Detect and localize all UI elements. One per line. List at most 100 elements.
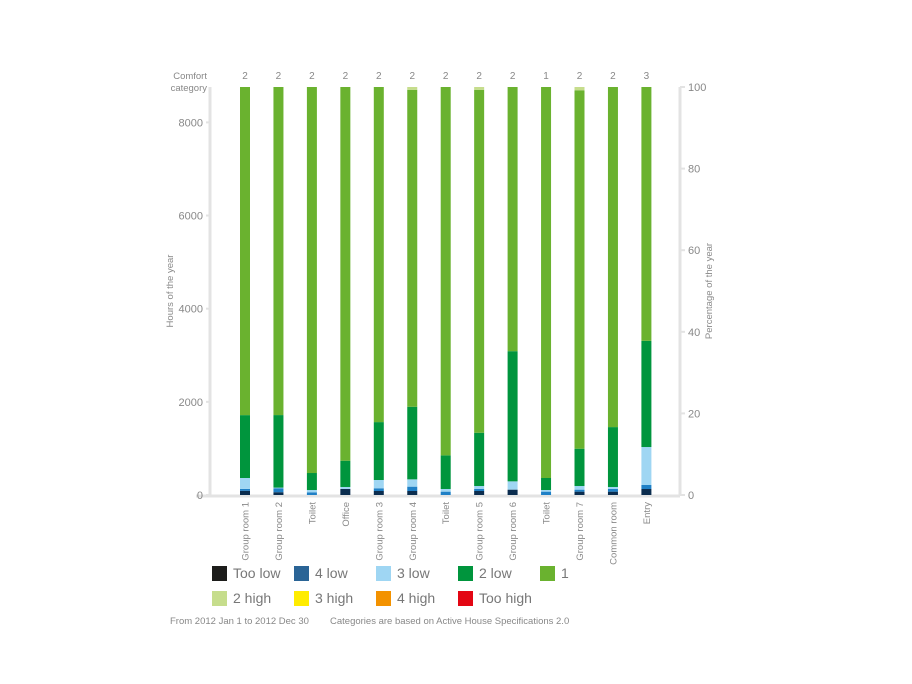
bar-segment-2-low bbox=[607, 427, 618, 487]
bar-segment-3-low bbox=[541, 490, 552, 492]
bar-segment-3-low bbox=[641, 447, 652, 485]
bar-segment-3-low bbox=[507, 481, 518, 490]
bar-segment-1 bbox=[574, 90, 585, 449]
legend-item: 1 bbox=[540, 565, 569, 581]
comfort-category-value: 2 bbox=[309, 71, 315, 82]
legend-label: Too high bbox=[479, 590, 532, 606]
bar-segment-2-high bbox=[574, 87, 585, 91]
bar-segment-3-low bbox=[306, 490, 317, 493]
y-tick-label: 4000 bbox=[179, 304, 203, 316]
bar-segment-too-low bbox=[507, 489, 518, 495]
legend-label: 3 low bbox=[397, 565, 430, 581]
legend-swatch bbox=[212, 565, 227, 581]
x-tick-label: Group room 3 bbox=[374, 502, 385, 561]
legend-swatch bbox=[540, 565, 555, 581]
comfort-category-value: 2 bbox=[343, 71, 349, 82]
bar-segment-too-low bbox=[373, 490, 384, 495]
x-tick-label: Group room 7 bbox=[575, 502, 586, 561]
x-tick-label: Group room 5 bbox=[475, 502, 486, 561]
y-tick-label: 6000 bbox=[179, 211, 203, 223]
y-axis-label: Hours of the year bbox=[165, 255, 176, 328]
bar-segment-too-low bbox=[407, 490, 418, 495]
comfort-category-value: 2 bbox=[510, 71, 516, 82]
legend-swatch bbox=[294, 565, 309, 581]
x-tick-label: Common room bbox=[608, 502, 619, 565]
x-tick-label: Entry bbox=[642, 502, 653, 524]
bar-segment-too-low bbox=[340, 488, 351, 495]
bar-segment-too-low bbox=[474, 490, 485, 495]
legend-item: 2 low bbox=[458, 565, 512, 581]
bar-segment-4-low bbox=[440, 491, 451, 495]
bar-segment-1 bbox=[607, 87, 618, 428]
legend-swatch bbox=[212, 590, 227, 606]
bar-segment-2-low bbox=[641, 340, 652, 448]
legend-item: 3 high bbox=[294, 590, 353, 606]
legend-label: 3 high bbox=[315, 590, 354, 606]
x-tick-label: Group room 4 bbox=[408, 502, 419, 561]
bar-segment-1 bbox=[240, 87, 250, 416]
y-tick-label: 8000 bbox=[179, 117, 203, 129]
comfort-category-value: 2 bbox=[276, 71, 282, 82]
legend-item: Too low bbox=[212, 565, 280, 581]
bar-segment-2-low bbox=[340, 460, 351, 487]
bar-segment-3-low bbox=[407, 479, 418, 487]
bar-segment-too-low bbox=[641, 488, 652, 495]
bar-segment-3-low bbox=[340, 486, 351, 489]
bar-segment-2-low bbox=[541, 478, 552, 491]
bar-segment-4-low bbox=[607, 488, 618, 492]
bar-segment-3-low bbox=[574, 486, 585, 490]
legend-swatch bbox=[376, 565, 391, 581]
legend-item: 2 high bbox=[212, 590, 271, 606]
bar-segment-1 bbox=[474, 89, 485, 433]
categories-note: Categories are based on Active House Spe… bbox=[330, 616, 570, 627]
x-tick-label: Toilet bbox=[441, 502, 452, 525]
bar-segment-too-low bbox=[273, 492, 284, 495]
bar-segment-too-low bbox=[574, 491, 585, 495]
bar-segment-4-low bbox=[641, 484, 652, 489]
x-tick-label: Group room 2 bbox=[274, 502, 285, 561]
legend-item: 3 low bbox=[376, 565, 430, 581]
bar-segment-2-low bbox=[306, 473, 317, 491]
y-tick-label: 2000 bbox=[179, 397, 203, 409]
bar-segment-2-low bbox=[273, 415, 284, 488]
comfort-category-title: Comfort bbox=[173, 71, 207, 82]
legend-swatch bbox=[294, 590, 309, 606]
bar-segment-4-low bbox=[240, 488, 250, 491]
y-tick-label: 0 bbox=[197, 490, 203, 502]
legend-swatch bbox=[458, 590, 473, 606]
legend-swatch bbox=[376, 590, 391, 606]
y-right-tick-label: 60 bbox=[688, 245, 700, 257]
x-tick-label: Group room 1 bbox=[241, 502, 252, 561]
comfort-category-value: 2 bbox=[577, 71, 583, 82]
y-right-tick-label: 40 bbox=[688, 327, 700, 339]
bar-segment-4-low bbox=[474, 488, 485, 491]
y-right-tick-label: 100 bbox=[688, 82, 706, 94]
y-right-tick-label: 0 bbox=[688, 490, 694, 502]
legend-label: Too low bbox=[233, 565, 281, 581]
bar-segment-1 bbox=[507, 87, 518, 352]
legend-label: 4 high bbox=[397, 590, 436, 606]
bar-segment-4-low bbox=[273, 488, 284, 493]
bar-segment-2-low bbox=[474, 432, 485, 487]
comfort-category-value: 1 bbox=[543, 71, 549, 82]
x-tick-label: Toilet bbox=[307, 502, 318, 525]
bar-segment-3-low bbox=[240, 478, 250, 489]
bar-segment-1 bbox=[340, 87, 351, 461]
y-right-tick-label: 80 bbox=[688, 164, 700, 176]
comfort-category-value: 2 bbox=[376, 71, 382, 82]
y-right-tick-label: 20 bbox=[688, 408, 700, 420]
bar-segment-1 bbox=[440, 87, 451, 456]
bar-segment-4-low bbox=[574, 489, 585, 492]
bar-segment-2-low bbox=[440, 455, 451, 489]
comfort-category-value: 2 bbox=[242, 71, 248, 82]
bar-segment-1 bbox=[407, 89, 418, 407]
legend-item: Too high bbox=[458, 590, 532, 606]
bar-segment-2-low bbox=[574, 448, 585, 487]
bar-segment-2-low bbox=[407, 406, 418, 480]
comfort-category-value: 3 bbox=[644, 71, 650, 82]
legend-item: 4 high bbox=[376, 590, 435, 606]
x-tick-label: Group room 6 bbox=[508, 502, 519, 561]
bar-segment-2-low bbox=[507, 351, 518, 482]
legend-item: 4 low bbox=[294, 565, 348, 581]
